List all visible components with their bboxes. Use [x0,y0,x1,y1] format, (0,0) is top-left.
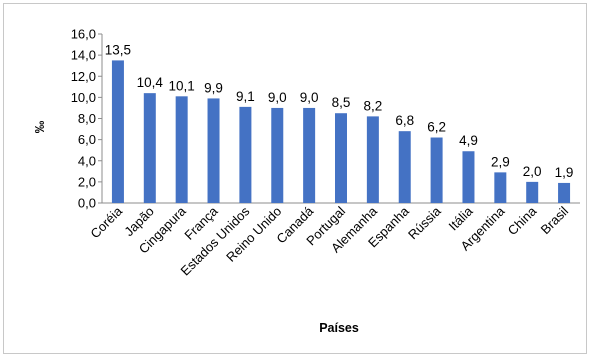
bar [207,98,220,203]
bars [111,60,571,203]
y-tick-label: 2,0 [78,174,96,189]
bar [143,93,156,203]
bar [271,107,284,203]
data-label: 8,5 [332,95,351,110]
data-label: 9,0 [268,90,287,105]
data-label: 4,9 [459,133,478,148]
y-tick-label: 0,0 [78,196,96,211]
bar [335,113,347,203]
bar [430,137,443,203]
y-tick-label: 4,0 [78,153,96,168]
x-tick-label: Brasil [538,203,572,237]
y-tick-label: 14,0 [71,48,96,63]
bar [398,131,411,203]
data-label: 2,0 [523,164,542,179]
data-label: 6,8 [395,113,414,128]
bar [526,181,539,203]
x-axis-title: Países [319,321,359,335]
data-label: 2,9 [491,154,510,169]
chart-frame [3,3,587,354]
bar [111,60,124,203]
data-labels: 13,5 10,4 10,1 9,9 9,1 9,0 9,0 8,5 8,2 6,8 6,2 4,9 2… [105,42,574,180]
bar [494,172,507,203]
bar [303,107,316,203]
y-tick-label: 16,0 [71,27,96,42]
y-axis-ticks: 0,0 2,0 4,0 6,0 8,0 10,0 12,0 14,0 16,0 [71,27,102,211]
data-label: 10,1 [169,78,195,93]
data-label: 1,9 [555,165,574,180]
y-axis-title: ‰ [33,120,47,133]
x-tick-label: Rússia [405,203,444,242]
data-label: 13,5 [105,42,131,57]
data-label: 6,2 [427,120,446,135]
y-tick-label: 12,0 [71,69,96,84]
y-tick-label: 6,0 [78,132,96,147]
y-tick-label: 10,0 [71,90,96,105]
bar [558,182,571,203]
bar [175,96,188,203]
data-label: 10,4 [137,75,164,90]
data-label: 9,0 [300,90,319,105]
data-label: 9,1 [236,89,255,104]
bar [462,151,475,203]
data-label: 8,2 [363,98,382,113]
y-tick-label: 8,0 [78,111,96,126]
data-label: 9,9 [204,80,223,95]
x-tick-label: China [505,203,540,238]
bar [239,106,252,203]
bar [366,116,379,203]
